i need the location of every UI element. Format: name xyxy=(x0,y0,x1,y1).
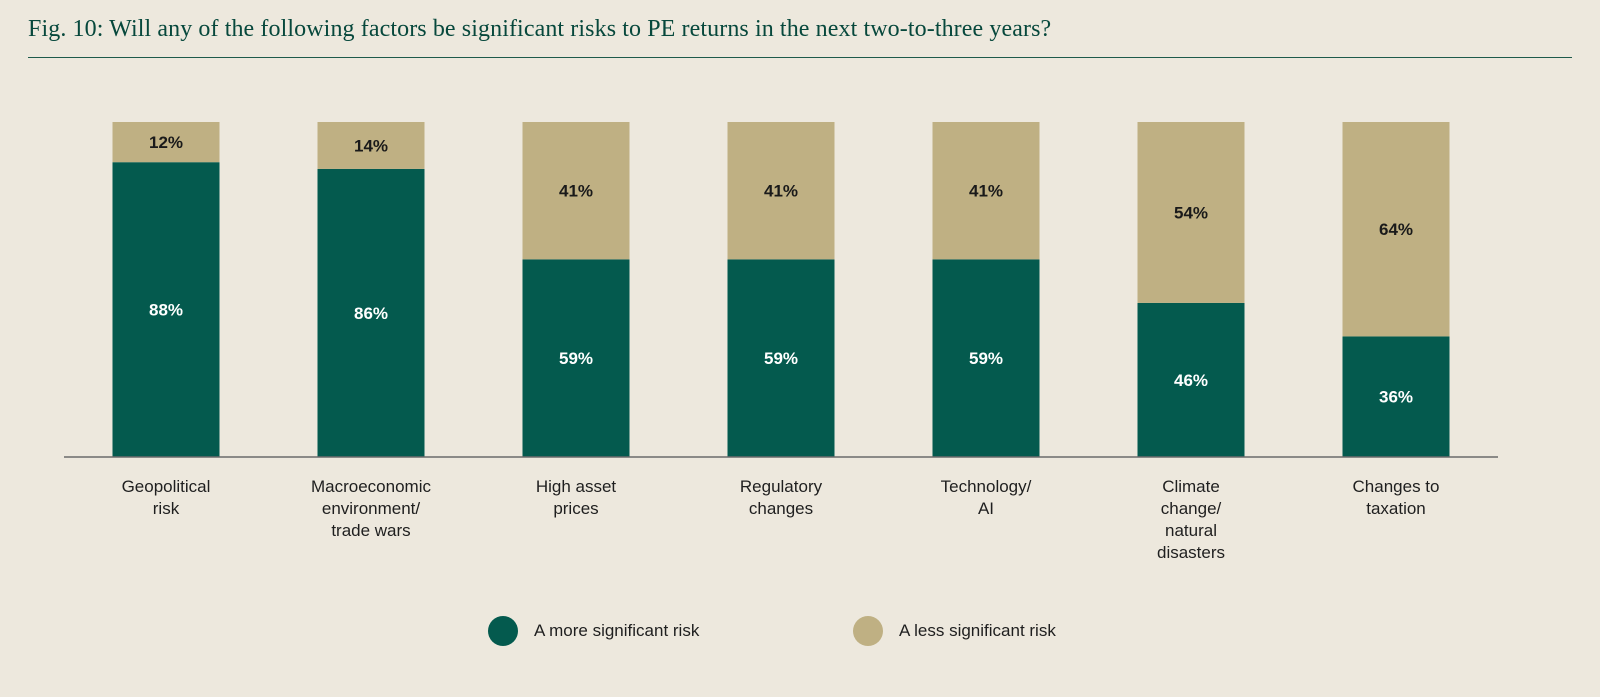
bar-value-label-more-0: 88% xyxy=(149,301,183,320)
bar-segment-less-5 xyxy=(1137,122,1245,303)
legend-item-more-significant: A more significant risk xyxy=(488,616,699,646)
bar-value-label-more-1: 86% xyxy=(354,304,388,323)
bar-value-label-more-3: 59% xyxy=(764,349,798,368)
category-label-4: Technology/AI xyxy=(941,477,1032,518)
chart-legend: A more significant risk A less significa… xyxy=(0,616,1600,648)
bar-value-label-less-5: 54% xyxy=(1174,203,1208,222)
bar-value-label-less-4: 41% xyxy=(969,182,1003,201)
bar-segment-less-0 xyxy=(112,122,220,163)
bar-value-label-more-6: 36% xyxy=(1379,388,1413,407)
category-label-2: High asset prices xyxy=(536,477,617,518)
bar-value-label-less-2: 41% xyxy=(559,182,593,201)
bar-segment-more-0 xyxy=(112,162,220,457)
stacked-bar-chart: 88% 12% Geopolitical risk 86% 14% Macroeconomi… xyxy=(64,122,1498,562)
category-label-0: Geopolitical risk xyxy=(122,477,211,518)
category-label-6: Changes to taxation xyxy=(1353,477,1440,518)
legend-label-more-significant: A more significant risk xyxy=(534,621,700,640)
title-divider xyxy=(28,57,1572,58)
bar-segment-less-1 xyxy=(317,122,425,169)
legend-swatch-less-significant xyxy=(853,616,883,646)
legend-swatch-more-significant xyxy=(488,616,518,646)
bar-value-label-less-6: 64% xyxy=(1379,220,1413,239)
bar-value-label-less-0: 12% xyxy=(149,133,183,152)
bar-segment-more-6 xyxy=(1342,336,1450,457)
bar-segment-more-1 xyxy=(317,168,425,457)
bar-segment-less-4 xyxy=(932,122,1040,260)
bar-segment-less-2 xyxy=(522,122,630,260)
bar-value-label-more-2: 59% xyxy=(559,349,593,368)
category-label-3: Regulatory changes xyxy=(740,477,823,518)
category-label-5: Climate change/natural disasters xyxy=(1157,477,1225,562)
bar-value-label-less-3: 41% xyxy=(764,182,798,201)
bar-segment-more-4 xyxy=(932,259,1040,457)
bar-segment-more-2 xyxy=(522,259,630,457)
chart-title: Fig. 10: Will any of the following facto… xyxy=(28,16,1052,42)
bar-segment-less-3 xyxy=(727,122,835,260)
bar-value-label-more-4: 59% xyxy=(969,349,1003,368)
category-label-1: Macroeconomic environment/trade wars xyxy=(311,477,431,540)
bar-segment-more-5 xyxy=(1137,302,1245,457)
bar-value-label-less-1: 14% xyxy=(354,136,388,155)
legend-item-less-significant: A less significant risk xyxy=(853,616,1056,646)
legend-label-less-significant: A less significant risk xyxy=(899,621,1056,640)
bar-value-label-more-5: 46% xyxy=(1174,371,1208,390)
bar-segment-more-3 xyxy=(727,259,835,457)
bar-segment-less-6 xyxy=(1342,122,1450,337)
